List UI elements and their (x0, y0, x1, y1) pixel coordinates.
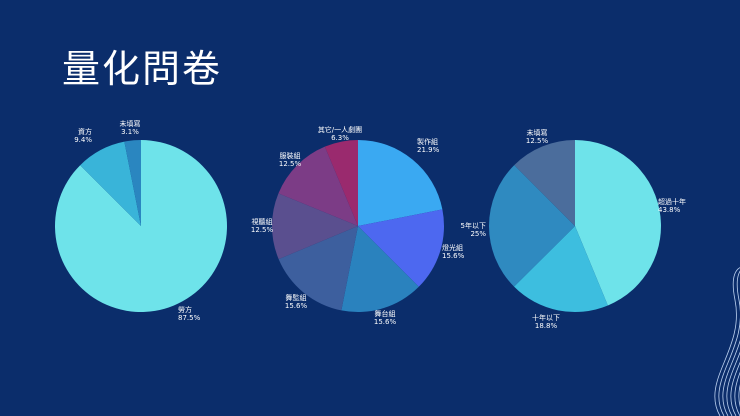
pie-slice-1-3 (124, 140, 141, 226)
slice-name-label: 舞監組 (286, 293, 307, 302)
pie-slice-3-4 (514, 140, 575, 226)
decorative-wave-lines (714, 267, 740, 416)
slice-name-label: 未填寫 (120, 119, 141, 128)
slice-value-label: 25% (470, 230, 486, 238)
slice-name-label: 舞台組 (375, 309, 396, 318)
slice-name-label: 未填寫 (527, 128, 548, 137)
pie-slice-2-6 (278, 146, 358, 226)
slice-value-label: 15.6% (285, 302, 308, 310)
slice-value-label: 12.5% (526, 137, 549, 145)
slice-value-label: 87.5% (178, 314, 201, 322)
slice-value-label: 6.3% (331, 134, 349, 142)
pie-slice-2-5 (272, 193, 358, 260)
slice-value-label: 21.9% (417, 146, 440, 154)
slice-value-label: 12.5% (251, 226, 274, 234)
pie-slice-1-2 (80, 141, 141, 226)
slice-value-label: 15.6% (374, 318, 397, 326)
pie-slice-2-7 (324, 140, 358, 226)
slide-title: 量化問卷 (62, 47, 223, 91)
slice-name-label: 十年以下 (532, 313, 560, 322)
slice-value-label: 12.5% (279, 160, 302, 168)
pie-slice-3-3 (489, 165, 575, 287)
pie-slice-2-1 (358, 140, 443, 226)
pie-slice-2-2 (358, 209, 444, 287)
slice-value-label: 3.1% (121, 128, 139, 136)
slice-name-label: 其它/一人劇團 (318, 125, 362, 134)
slice-name-label: 服裝組 (280, 151, 301, 160)
slice-name-label: 燈光組 (442, 243, 463, 252)
slice-value-label: 9.4% (74, 136, 92, 144)
pie-slice-2-4 (278, 226, 358, 311)
pie-slice-1-1 (54, 140, 227, 312)
pie-slice-3-2 (514, 226, 608, 312)
slice-name-label: 勞方 (178, 305, 192, 314)
slice-name-label: 超過十年 (658, 197, 686, 206)
slice-name-label: 製作組 (417, 137, 438, 146)
slice-name-label: 5年以下 (461, 221, 486, 230)
pie-slice-3-1 (575, 140, 661, 306)
slice-name-label: 資方 (78, 127, 92, 136)
slice-value-label: 43.8% (658, 206, 681, 214)
slice-value-label: 15.6% (442, 252, 465, 260)
pie-slice-2-3 (341, 226, 419, 312)
slice-value-label: 18.8% (535, 322, 558, 330)
slice-name-label: 視聽組 (252, 217, 273, 226)
